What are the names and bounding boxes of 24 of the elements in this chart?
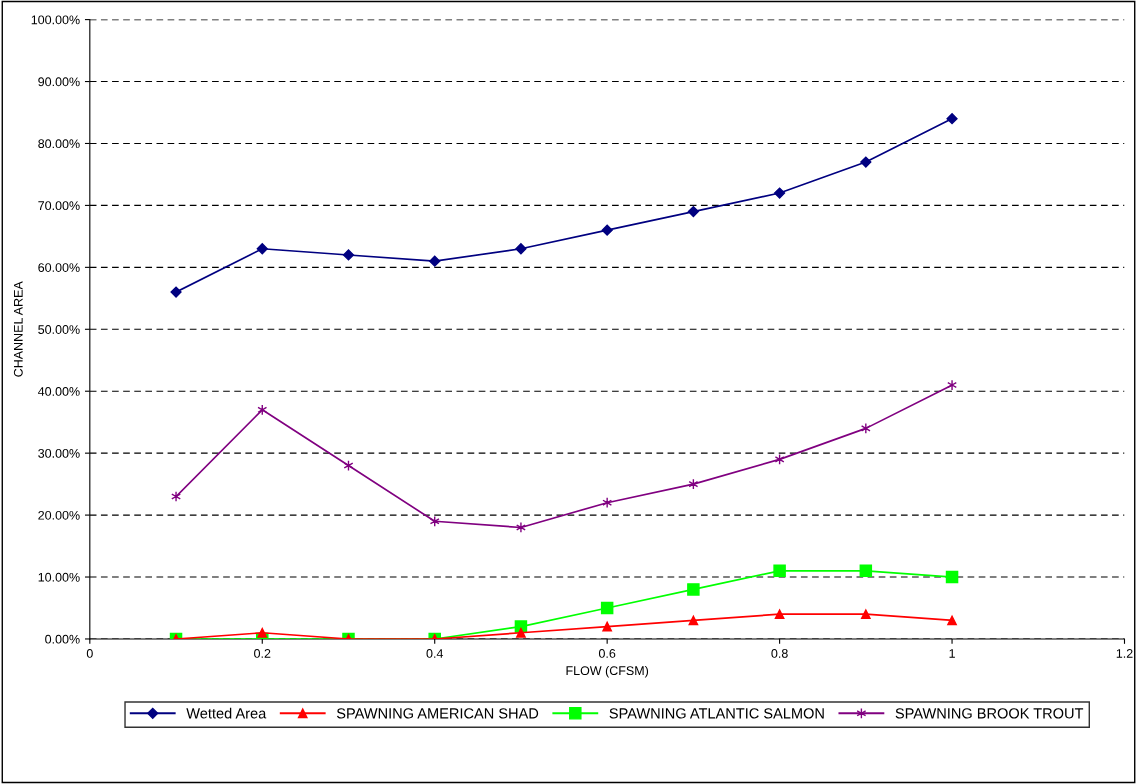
y-tick-label: 30.00% (38, 448, 80, 458)
y-tick-label: 60.00% (38, 263, 80, 272)
y-tick-label: 40.00% (38, 387, 80, 396)
x-tick-label: 0 (86, 649, 93, 658)
x-axis-title: FLOW (CFSM) (566, 665, 649, 678)
x-tick-label: 1 (949, 649, 955, 658)
y-tick-label: 70.00% (38, 201, 80, 211)
y-tick-label: 100.00% (31, 15, 80, 25)
y-tick-label: 0.00% (45, 634, 80, 644)
legend-label: SPAWNING AMERICAN SHAD (336, 708, 539, 719)
legend-label: SPAWNING ATLANTIC SALMON (609, 708, 824, 719)
y-axis-title: CHANNEL AREA (13, 281, 23, 377)
x-tick-label: 0.8 (771, 649, 788, 658)
x-tick-label: 0.6 (598, 649, 616, 658)
y-tick-label: 20.00% (38, 510, 80, 520)
x-tick-label: 1.2 (1116, 649, 1133, 658)
x-tick-label: 0.2 (254, 649, 271, 658)
y-tick-label: 10.00% (38, 572, 80, 582)
y-tick-label: 50.00% (38, 325, 80, 334)
y-tick-label: 90.00% (38, 77, 80, 87)
x-tick-label: 0.4 (426, 649, 444, 658)
legend-label: Wetted Area (186, 707, 267, 719)
y-tick-label: 80.00% (38, 139, 80, 149)
legend-label: SPAWNING BROOK TROUT (895, 708, 1084, 719)
